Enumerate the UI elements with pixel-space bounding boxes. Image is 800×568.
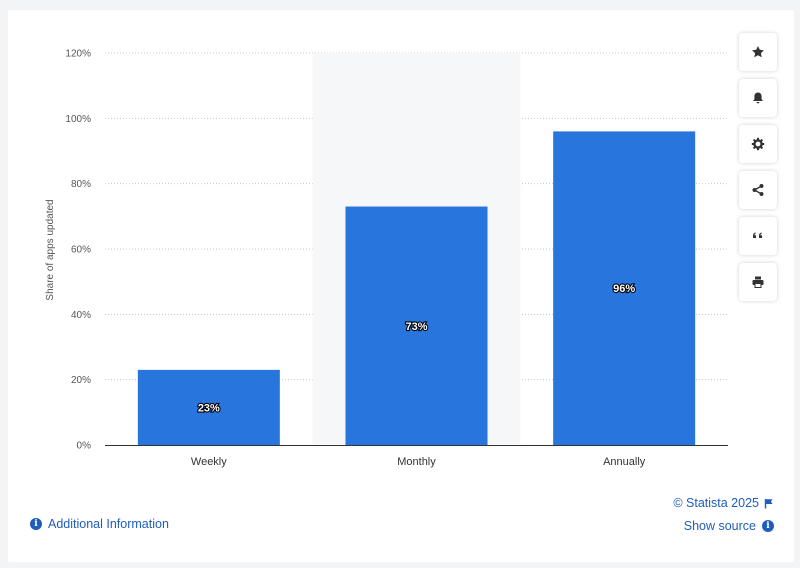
flag-icon — [764, 498, 773, 508]
y-tick-label: 120% — [65, 49, 91, 60]
statista-credit[interactable]: © Statista 2025 — [673, 496, 774, 510]
credit-text: © Statista 2025 — [673, 496, 759, 510]
bar[interactable] — [137, 369, 280, 445]
notification-button[interactable] — [739, 79, 777, 117]
cite-button[interactable] — [739, 217, 777, 255]
additional-information-link[interactable]: i Additional Information — [30, 517, 169, 531]
y-tick-label: 80% — [71, 179, 91, 190]
show-source-label: Show source — [683, 519, 756, 533]
share-button[interactable] — [739, 171, 777, 209]
bars — [137, 131, 696, 445]
star-icon — [752, 46, 764, 58]
x-tick-label: Monthly — [397, 456, 436, 468]
labels: 0% 20% 40% 60% 80% 100% 120% 23% Weekly 73% Monthl… — [65, 49, 645, 469]
y-tick-label: 60% — [71, 245, 91, 256]
y-tick-label: 20% — [71, 375, 91, 386]
info-icon: i — [30, 518, 42, 530]
quote-icon — [753, 232, 762, 238]
gear-icon — [751, 137, 765, 151]
bar[interactable] — [345, 206, 488, 445]
settings-button[interactable] — [739, 125, 777, 163]
y-tick-label: 40% — [71, 310, 91, 321]
show-source-link[interactable]: Show source i — [684, 519, 774, 533]
share-icon — [752, 184, 764, 196]
data-label: 96% — [613, 283, 635, 295]
info-icon: i — [762, 520, 774, 532]
print-icon — [752, 276, 764, 288]
data-label: 73% — [405, 321, 427, 333]
y-axis-label: Share of apps updated — [45, 199, 56, 300]
favorite-button[interactable] — [739, 33, 777, 71]
y-tick-label: 100% — [65, 114, 91, 125]
x-tick-label: Annually — [603, 456, 646, 468]
additional-information-label: Additional Information — [48, 517, 169, 531]
y-tick-label: 0% — [77, 441, 92, 452]
print-button[interactable] — [739, 263, 777, 301]
data-label: 23% — [198, 402, 220, 414]
bar[interactable] — [553, 131, 696, 445]
bell-icon — [753, 92, 763, 104]
x-tick-label: Weekly — [191, 456, 227, 468]
